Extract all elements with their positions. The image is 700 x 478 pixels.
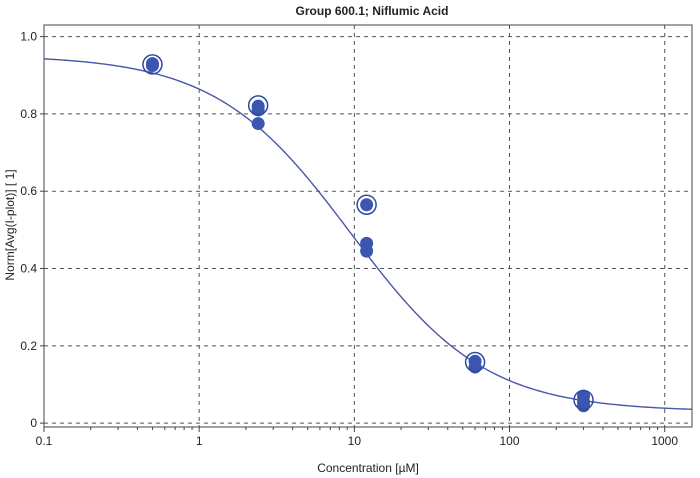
chart-title: Group 600.1; Niflumic Acid [296,4,449,18]
x-tick-label: 100 [499,434,519,448]
x-tick-label: 1000 [651,434,678,448]
mean-marker [573,389,594,411]
x-tick-label: 1 [196,434,203,448]
data-point [577,399,591,413]
y-tick-label: 0 [30,416,37,430]
y-tick-label: 0.8 [20,107,37,121]
mean-marker [464,351,486,373]
y-tick-label: 0.2 [20,339,37,353]
data-point [360,244,374,258]
x-tick-label: 0.1 [36,434,53,448]
x-tick-label: 10 [348,434,362,448]
data-point [251,117,265,131]
data-point [251,99,265,113]
y-axis-label: Norm[Avg(I-plot)] [ 1] [3,169,17,280]
data-point [360,198,374,212]
mean-markers [142,54,594,411]
fit-curve [43,58,693,410]
plot-area [43,24,693,428]
x-axis-label: Concentration [µM] [317,461,419,475]
data-point [145,57,159,71]
y-axis-tick-labels: 0 0.2 0.4 0.6 0.8 1.0 [20,30,37,431]
x-axis-tick-labels: 0.1 1 10 100 1000 [36,434,679,448]
y-tick-label: 0.6 [20,184,37,198]
axis-ticks [40,36,666,432]
y-tick-label: 1.0 [20,30,37,44]
y-tick-label: 0.4 [20,262,37,276]
mean-marker [356,194,377,215]
mean-marker [142,54,163,75]
data-points [145,57,591,413]
mean-marker [247,95,269,116]
grid [44,25,692,427]
